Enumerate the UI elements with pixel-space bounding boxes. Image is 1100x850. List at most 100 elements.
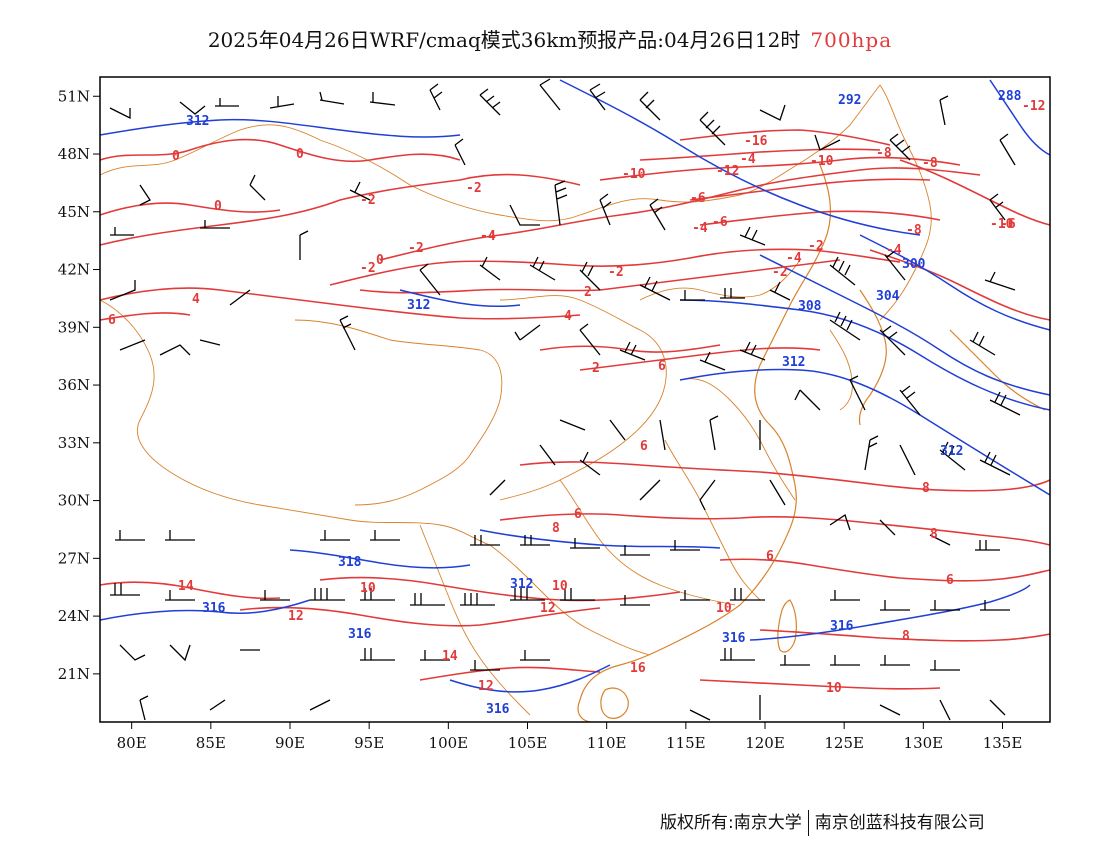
temperature-label: 10	[552, 579, 568, 594]
wind-barb	[879, 519, 896, 536]
contour-304	[759, 254, 1051, 396]
temperature-label: -16	[744, 134, 768, 149]
wind-barb	[880, 600, 910, 611]
temperature-label: -4	[740, 152, 756, 167]
temperature-label: -6	[690, 191, 706, 206]
temperature-label: 2	[592, 361, 600, 376]
level-label: 700hpa	[810, 28, 893, 52]
wind-barb	[999, 133, 1016, 166]
contour-308	[679, 299, 1051, 411]
wind-barb	[680, 290, 705, 301]
lat-tick-label: 27N	[58, 549, 90, 567]
hainan-coast	[600, 687, 629, 719]
wind-barb	[510, 588, 545, 601]
longitude-axis: 80E 85E 90E 95E 100E 105E 110E 115E 120E 125E 130E…	[117, 722, 1022, 752]
wind-barb	[620, 595, 650, 606]
isotherm-0-north	[99, 138, 461, 163]
wind-barb	[769, 479, 786, 506]
wind-barb	[794, 389, 821, 411]
wind-barb	[249, 174, 266, 201]
temperature-label: 8	[552, 521, 560, 536]
wind-barb	[420, 650, 450, 661]
wind-barb	[930, 600, 960, 611]
lon-tick-label: 120E	[745, 734, 785, 752]
wind-barb	[115, 530, 145, 541]
wind-barb	[539, 444, 556, 466]
country-border-north	[99, 84, 881, 222]
temperature-label: -2	[466, 181, 482, 196]
geopotential-label: 288	[998, 89, 1022, 104]
temperature-labels: -12 0 0 -2 0 -2 -4 -2 -2 -2 0 -16 -4 -10…	[108, 99, 1045, 696]
wind-barb	[989, 699, 1006, 716]
contour-292	[559, 79, 921, 236]
geopotential-label: 312	[510, 577, 533, 592]
temperature-label: 6	[640, 439, 648, 454]
isotherm-10	[319, 576, 681, 602]
wind-barb	[730, 588, 765, 601]
wind-barb	[889, 133, 911, 161]
temperature-label: 4	[564, 309, 572, 324]
wind-barb	[360, 648, 395, 661]
temperature-label: 6	[108, 313, 116, 328]
temperature-label: -12	[716, 164, 739, 179]
wind-barb	[989, 193, 1006, 221]
wind-barb	[759, 104, 786, 121]
wind-barb	[829, 513, 851, 531]
temperature-label: -2	[360, 193, 376, 208]
wind-barb	[209, 699, 226, 711]
contour-316-south	[99, 599, 311, 621]
wind-barb	[339, 315, 356, 351]
wind-barb	[699, 351, 726, 371]
wind-barb	[930, 660, 960, 671]
temperature-label: 8	[922, 481, 930, 496]
geopotential-label: 316	[348, 627, 372, 642]
wind-barb	[659, 419, 666, 451]
wind-barb	[830, 655, 860, 666]
geopotential-label: 312	[940, 444, 963, 459]
wind-barb	[829, 311, 861, 341]
temperature-label: -10	[622, 167, 646, 182]
contour-288	[989, 79, 1051, 156]
wind-barb	[899, 444, 916, 476]
wind-barb	[269, 96, 295, 109]
temperature-label: 16	[630, 661, 646, 676]
contour-312-mid	[399, 289, 521, 308]
temperature-label: 12	[540, 601, 556, 616]
isotherm-minus4	[379, 167, 981, 261]
wind-barb	[579, 323, 601, 356]
wind-barbs	[109, 78, 1021, 721]
lon-tick-label: 105E	[508, 734, 548, 752]
temperature-label: 8	[930, 527, 938, 542]
wind-barb	[979, 451, 1011, 476]
geopotential-labels: 312 292 288 312 300 304 308 312 312 318 …	[186, 89, 1022, 717]
wind-barb	[879, 704, 901, 716]
wind-barb	[984, 271, 1016, 291]
temperature-label: 0	[172, 149, 180, 164]
isotherm-minus8	[689, 178, 931, 201]
wind-barb	[829, 256, 856, 286]
temperature-label: 0	[376, 253, 384, 268]
wind-barb	[864, 435, 879, 471]
map-title: 2025年04月26日WRF/cmaq模式36km预报产品:04月26日12时 7…	[0, 24, 1100, 53]
border-tibet	[294, 319, 503, 506]
wind-barb	[169, 644, 191, 662]
wind-barb	[320, 530, 350, 541]
isotherm-minus4-east	[869, 249, 1051, 321]
wind-barb	[110, 583, 140, 596]
wind-barb	[119, 644, 146, 661]
wind-barb	[989, 391, 1021, 416]
temperature-label: -8	[906, 223, 922, 238]
taiwan-coast	[777, 599, 797, 653]
contour-312-south	[479, 529, 721, 549]
contour-300	[859, 234, 1051, 331]
wind-barb	[589, 83, 606, 111]
wind-barb	[260, 590, 290, 601]
wind-barb	[739, 341, 766, 361]
wind-barb	[360, 588, 395, 601]
temperature-label: -4	[886, 243, 902, 258]
footer: 版权所有:南京大学 南京创蓝科技有限公司	[660, 808, 985, 836]
isotherm-12-south	[419, 666, 601, 681]
wind-barb	[369, 92, 396, 106]
temperature-label: -2	[808, 239, 824, 254]
lat-tick-label: 33N	[58, 434, 90, 452]
